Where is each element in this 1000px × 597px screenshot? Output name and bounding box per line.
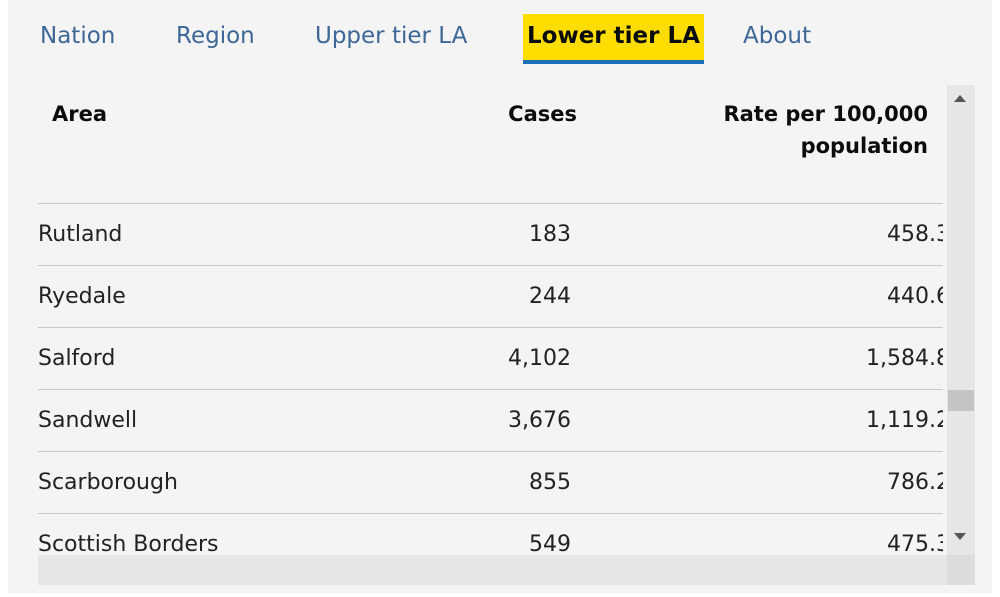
table-row: Scottish Borders 549 475.3 — [38, 513, 943, 555]
area-cell: Ryedale — [38, 284, 126, 309]
nav-tab[interactable]: Upper tier LA — [315, 23, 468, 49]
table-row: Rutland 183 458.3 — [38, 203, 943, 266]
cases-cell: 244 — [529, 284, 571, 309]
cases-cell: 3,676 — [508, 408, 571, 433]
cases-cell: 183 — [529, 222, 571, 247]
scroll-down[interactable] — [954, 533, 966, 540]
table-row: Sandwell 3,676 1,119.2 — [38, 389, 943, 452]
header-cases: Cases — [508, 102, 577, 126]
table-row: Salford 4,102 1,584.8 — [38, 327, 943, 390]
header-rate: Rate per 100,000 population — [723, 102, 928, 158]
panel: Nation Region Upper tier LA Lower tier LA Ab… — [8, 0, 992, 593]
area-cell: Rutland — [38, 222, 123, 247]
nav-tab[interactable]: Lower tier LA — [523, 14, 704, 64]
rate-cell: 1,119.2 — [866, 408, 943, 433]
rate-cell: 475.3 — [887, 532, 943, 555]
area-cell: Scottish Borders — [38, 532, 219, 555]
header-area: Area — [52, 102, 108, 126]
scroll-corner — [947, 555, 975, 585]
cases-cell: 855 — [529, 470, 571, 495]
rate-cell: 786.2 — [887, 470, 943, 495]
table-row: Ryedale 244 440.6 — [38, 265, 943, 328]
area-cell: Scarborough — [38, 470, 178, 495]
area-cell: Sandwell — [38, 408, 138, 433]
table-body: Rutland 183 458.3 Ryedale 244 440.6 Salford 4,1… — [38, 170, 943, 555]
vertical-scrollbar[interactable] — [947, 85, 975, 555]
rate-cell: 458.3 — [887, 222, 943, 247]
nav-tab[interactable]: Region — [176, 23, 255, 49]
rate-cell: 440.6 — [887, 284, 943, 309]
scroll-up[interactable] — [954, 95, 966, 102]
rate-cell: 1,584.8 — [866, 346, 943, 371]
table-row: Scarborough 855 786.2 — [38, 451, 943, 514]
cases-cell: 549 — [529, 532, 571, 555]
nav-tab[interactable]: Nation — [40, 23, 116, 49]
horizontal-scrollbar[interactable] — [38, 555, 947, 585]
cases-cell: 4,102 — [508, 346, 571, 371]
area-cell: Salford — [38, 346, 116, 371]
nav-tab[interactable]: About — [743, 23, 812, 49]
scroll-thumb[interactable] — [948, 390, 974, 411]
